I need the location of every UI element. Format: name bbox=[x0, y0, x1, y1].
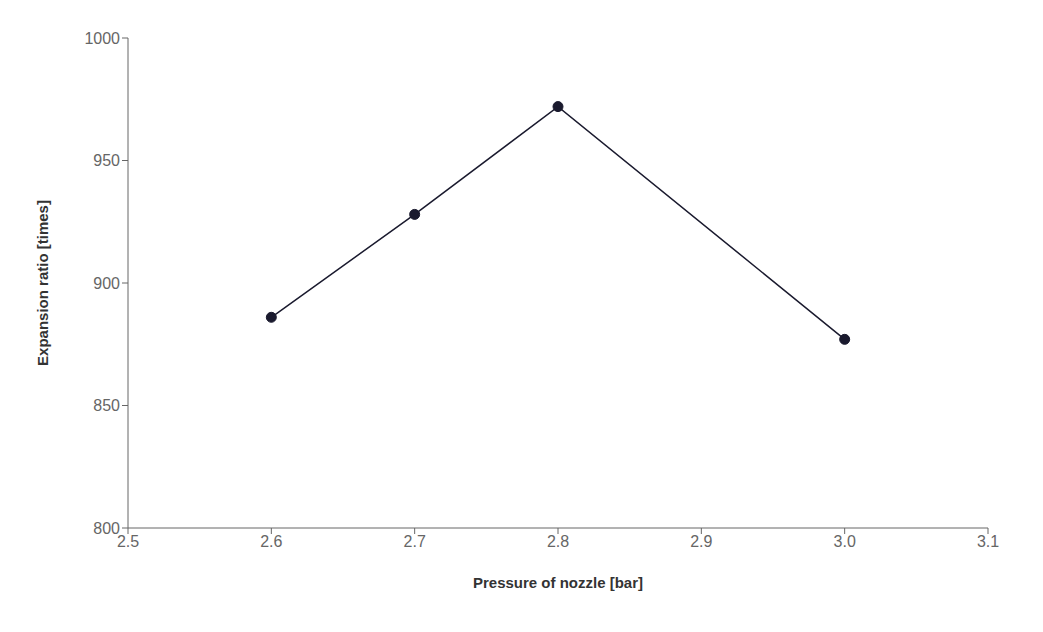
svg-text:2.9: 2.9 bbox=[690, 533, 712, 550]
svg-text:2.5: 2.5 bbox=[117, 533, 139, 550]
svg-text:2.7: 2.7 bbox=[404, 533, 426, 550]
svg-text:Pressure of nozzle [bar]: Pressure of nozzle [bar] bbox=[473, 574, 643, 591]
svg-text:2.6: 2.6 bbox=[260, 533, 282, 550]
svg-text:Expansion ratio [times]: Expansion ratio [times] bbox=[34, 200, 51, 366]
svg-text:900: 900 bbox=[93, 275, 120, 292]
svg-text:800: 800 bbox=[93, 520, 120, 537]
svg-text:3.0: 3.0 bbox=[834, 533, 856, 550]
svg-text:3.1: 3.1 bbox=[977, 533, 999, 550]
svg-text:850: 850 bbox=[93, 397, 120, 414]
svg-text:2.8: 2.8 bbox=[547, 533, 569, 550]
svg-text:1000: 1000 bbox=[84, 30, 120, 47]
svg-text:950: 950 bbox=[93, 152, 120, 169]
